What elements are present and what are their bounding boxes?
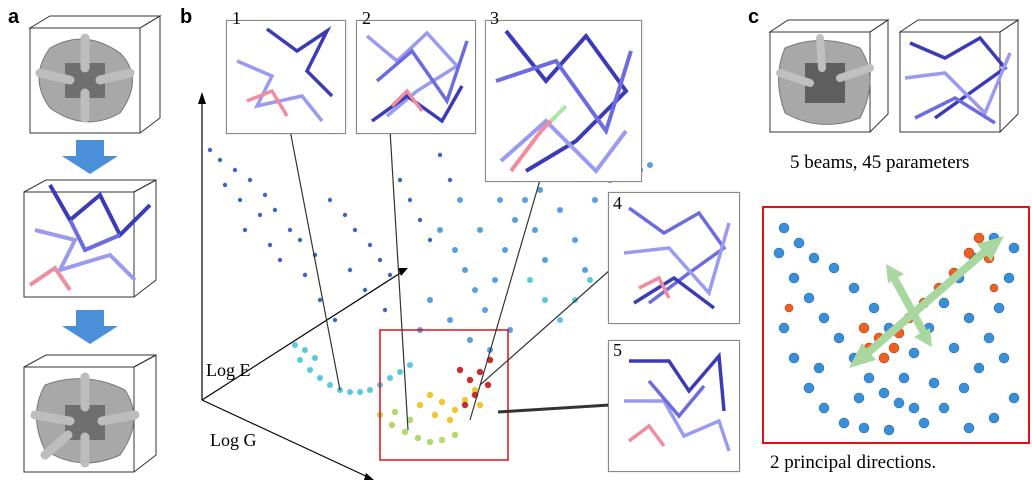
highlight-region <box>379 329 509 461</box>
solid-cube-c <box>768 19 890 133</box>
inset-box-4 <box>608 192 740 324</box>
down-arrow-1 <box>62 140 118 174</box>
axis-label-log-e: Log E <box>206 360 251 380</box>
inset-number-4: 4 <box>613 193 622 213</box>
panel-a-figure <box>23 15 162 473</box>
principal-arrow-short <box>886 264 932 347</box>
principal-directions-box <box>762 206 1030 444</box>
axis-log-g <box>201 399 371 479</box>
scatter-cyan <box>292 277 593 395</box>
solid-lattice-cube-top <box>28 15 162 134</box>
principal-arrow-long <box>849 236 1004 368</box>
inset-number-1: 1 <box>232 8 241 28</box>
scatter-dark-blue <box>207 147 453 323</box>
scatter-yellow <box>416 386 484 424</box>
panel-c-top-figures <box>768 19 1020 133</box>
solid-lattice-cube-bottom <box>23 354 157 473</box>
panel-a-label: a <box>8 6 20 28</box>
down-arrow-2 <box>62 310 118 344</box>
inset-box-5 <box>608 340 740 472</box>
beam-lattice-cube-middle <box>23 179 157 298</box>
inset-number-5: 5 <box>613 340 622 360</box>
inset-box-1 <box>226 20 346 134</box>
inset-box-3 <box>485 20 642 182</box>
inset-box-2 <box>356 20 476 134</box>
inset-number-3: 3 <box>490 8 499 28</box>
panel-b-label: b <box>180 6 193 28</box>
beam-cube-c <box>898 19 1020 133</box>
scatter-green <box>376 408 459 446</box>
axis-log-e <box>201 269 406 401</box>
inset-connectors <box>289 129 611 431</box>
caption-principal-directions: 2 principal directions. <box>770 452 937 473</box>
panel-b-scatter <box>198 92 653 480</box>
panel-c-label: c <box>748 6 760 28</box>
inset-number-2: 2 <box>362 8 371 28</box>
axis-label-log-g: Log G <box>210 430 257 450</box>
caption-beams-parameters: 5 beams, 45 parameters <box>790 152 970 173</box>
